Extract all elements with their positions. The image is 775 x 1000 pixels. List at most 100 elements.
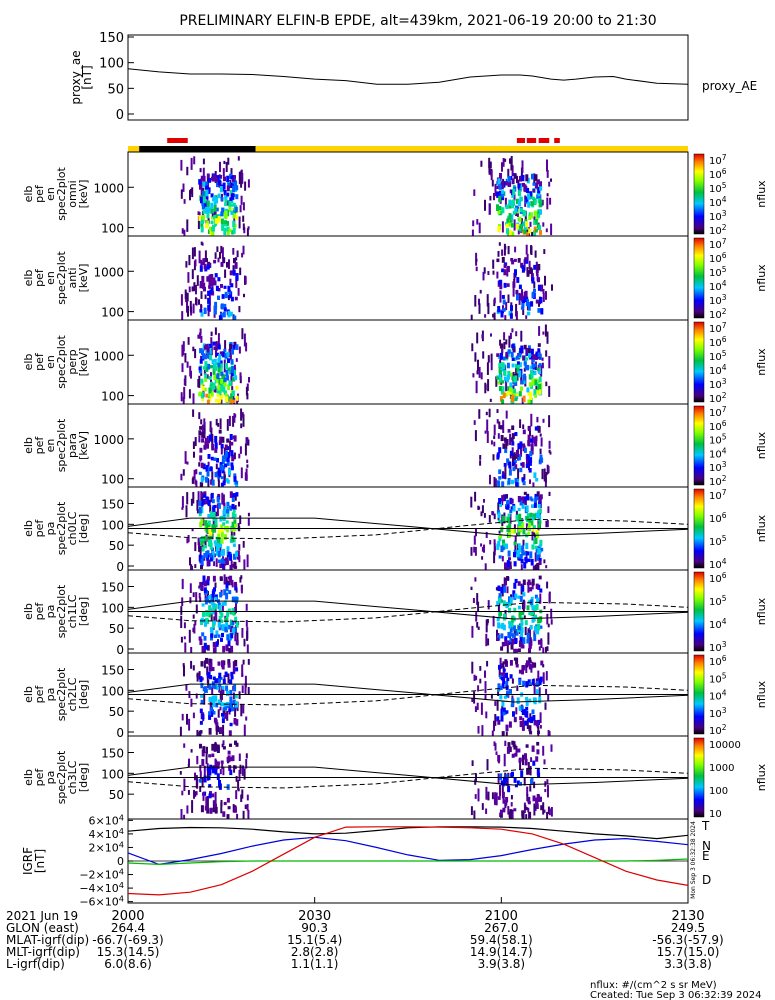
dense-flux-pixel bbox=[500, 183, 504, 189]
dense-flux-pixel bbox=[515, 664, 519, 668]
dense-flux-pixel bbox=[215, 398, 218, 403]
sparse-flux-pixel bbox=[238, 769, 241, 781]
sparse-flux-pixel bbox=[232, 804, 235, 813]
dense-flux-pixel bbox=[206, 347, 210, 353]
sparse-flux-pixel bbox=[470, 586, 473, 590]
dense-flux-pixel bbox=[232, 493, 236, 498]
dense-flux-pixel bbox=[212, 807, 216, 813]
dense-flux-pixel bbox=[501, 257, 505, 263]
dense-flux-pixel bbox=[513, 388, 516, 394]
dense-flux-pixel bbox=[203, 263, 207, 270]
sparse-flux-pixel bbox=[480, 702, 483, 715]
dense-flux-pixel bbox=[231, 512, 235, 519]
dense-flux-pixel bbox=[223, 390, 227, 396]
dense-flux-pixel bbox=[223, 348, 227, 352]
dense-flux-pixel bbox=[523, 491, 527, 495]
sparse-flux-pixel bbox=[215, 610, 218, 621]
dense-flux-pixel bbox=[232, 377, 236, 382]
sparse-flux-pixel bbox=[223, 574, 226, 585]
dense-flux-pixel bbox=[230, 369, 234, 377]
dense-flux-pixel bbox=[223, 229, 227, 236]
dense-flux-pixel bbox=[509, 625, 513, 633]
panel-ylabel: ch1LC bbox=[66, 594, 79, 628]
sparse-flux-pixel bbox=[492, 615, 495, 627]
dense-flux-pixel bbox=[521, 301, 525, 308]
dense-flux-pixel bbox=[201, 632, 205, 637]
sparse-flux-pixel bbox=[538, 646, 541, 651]
sparse-flux-pixel bbox=[545, 565, 548, 569]
sparse-flux-pixel bbox=[478, 222, 481, 234]
dense-flux-pixel bbox=[206, 808, 210, 814]
dense-flux-pixel bbox=[511, 178, 515, 185]
dense-flux-pixel bbox=[497, 380, 501, 385]
sparse-flux-pixel bbox=[489, 540, 492, 545]
dense-flux-pixel bbox=[218, 315, 222, 321]
dense-flux-pixel bbox=[533, 501, 537, 508]
sparse-flux-pixel bbox=[474, 295, 477, 307]
dense-flux-pixel bbox=[200, 694, 204, 698]
dense-flux-pixel bbox=[219, 363, 223, 369]
dense-flux-pixel bbox=[230, 283, 234, 288]
sparse-flux-pixel bbox=[494, 743, 497, 751]
dense-flux-pixel bbox=[517, 605, 521, 610]
dense-flux-pixel bbox=[522, 395, 526, 403]
panel-ylabel: elb bbox=[22, 437, 35, 454]
sparse-flux-pixel bbox=[195, 297, 197, 305]
dense-flux-pixel bbox=[497, 585, 501, 592]
dense-flux-pixel bbox=[517, 595, 521, 599]
dense-flux-pixel bbox=[498, 195, 502, 203]
colorbar-label: nflux bbox=[755, 597, 768, 625]
dense-flux-pixel bbox=[203, 307, 207, 311]
sparse-flux-pixel bbox=[214, 252, 217, 259]
dense-flux-pixel bbox=[512, 625, 516, 631]
sparse-flux-pixel bbox=[191, 286, 194, 292]
sparse-flux-pixel bbox=[525, 244, 528, 255]
panel-ylabel: [deg] bbox=[77, 597, 90, 626]
igrf-ytick-label: 4×104 bbox=[89, 826, 124, 841]
sparse-flux-pixel bbox=[529, 221, 532, 227]
sparse-flux-pixel bbox=[499, 657, 502, 667]
sparse-flux-pixel bbox=[544, 474, 547, 483]
dense-flux-pixel bbox=[497, 796, 501, 800]
dense-flux-pixel bbox=[524, 758, 528, 766]
dense-flux-pixel bbox=[225, 363, 228, 369]
dense-flux-pixel bbox=[507, 631, 511, 639]
sparse-flux-pixel bbox=[492, 313, 495, 318]
sparse-flux-pixel bbox=[231, 624, 234, 629]
sparse-flux-pixel bbox=[549, 197, 552, 205]
sparse-flux-pixel bbox=[494, 478, 497, 492]
dense-flux-pixel bbox=[509, 597, 513, 604]
dense-flux-pixel bbox=[539, 296, 543, 304]
dense-flux-pixel bbox=[532, 188, 536, 193]
sparse-flux-pixel bbox=[472, 598, 475, 603]
spectrogram-panel-3: 1000100elbpefenspec2plotperp[keV]1071061… bbox=[22, 319, 768, 409]
dense-flux-pixel bbox=[217, 533, 221, 538]
dense-flux-pixel bbox=[198, 430, 202, 436]
dense-flux-pixel bbox=[534, 228, 538, 233]
dense-flux-pixel bbox=[511, 753, 515, 758]
sparse-flux-pixel bbox=[546, 331, 549, 344]
sparse-flux-pixel bbox=[241, 664, 244, 677]
colorbar-tick-label: 10 bbox=[709, 809, 722, 820]
sparse-flux-pixel bbox=[548, 385, 551, 397]
sparse-flux-pixel bbox=[531, 354, 534, 365]
sparse-flux-pixel bbox=[511, 678, 514, 684]
dense-flux-pixel bbox=[207, 454, 211, 459]
sparse-flux-pixel bbox=[524, 626, 527, 636]
dense-flux-pixel bbox=[535, 299, 539, 304]
sparse-flux-pixel bbox=[507, 806, 510, 815]
dense-flux-pixel bbox=[224, 450, 228, 458]
sparse-flux-pixel bbox=[506, 586, 509, 594]
dense-flux-pixel bbox=[517, 507, 521, 512]
sparse-flux-pixel bbox=[193, 247, 196, 257]
dense-flux-pixel bbox=[224, 352, 228, 359]
dense-flux-pixel bbox=[514, 578, 518, 583]
sparse-flux-pixel bbox=[203, 660, 206, 669]
dense-flux-pixel bbox=[537, 548, 541, 555]
sparse-flux-pixel bbox=[485, 786, 488, 800]
sparse-flux-pixel bbox=[505, 580, 507, 586]
dense-flux-pixel bbox=[496, 617, 500, 622]
dense-flux-pixel bbox=[229, 197, 233, 201]
dense-flux-pixel bbox=[214, 518, 218, 526]
dense-flux-pixel bbox=[501, 399, 505, 405]
